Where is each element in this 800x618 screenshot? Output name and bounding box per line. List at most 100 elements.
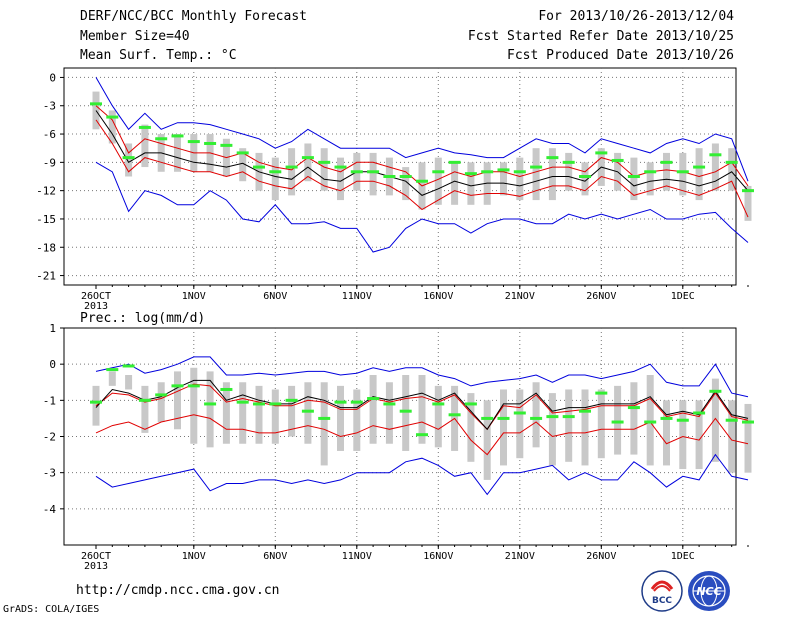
panel2-variable-label: Prec.: log(mm/d) <box>80 311 205 326</box>
panel2-ytick-label: -2 <box>43 431 56 444</box>
panel1-median-marker <box>367 170 380 174</box>
panel2-spread-box <box>108 371 116 386</box>
panel2-mean-line <box>95 379 749 431</box>
panel2-spread-box <box>532 382 540 448</box>
panel1-median-marker <box>383 175 396 178</box>
panel1-spread-box <box>581 162 589 196</box>
panel1-median-marker <box>676 170 689 174</box>
panel1-median-marker <box>693 165 706 169</box>
panel1-spread-box <box>288 148 296 196</box>
panel2-median-marker <box>253 402 265 406</box>
panel2-lower-line <box>95 414 749 456</box>
panel1-xtick-label: 26NOV <box>586 291 616 302</box>
panel1-spread-box <box>320 148 328 191</box>
panel2-median-marker <box>138 398 151 402</box>
panel2-spread-box <box>125 375 133 390</box>
panel1-spread-box <box>500 162 507 196</box>
panel1-year-label: 2013 <box>84 301 108 312</box>
panel1-median-marker <box>90 102 102 106</box>
panel2-spread-box <box>190 367 198 444</box>
panel1-median-marker <box>399 175 412 178</box>
panel2-upper-line <box>95 383 749 431</box>
panel1-ytick-label: -12 <box>36 185 56 198</box>
panel1-spread-box <box>711 143 719 191</box>
panel1-min-line <box>95 161 749 253</box>
panel1-spread-box <box>369 152 377 196</box>
panel1-spread-box <box>271 157 279 201</box>
panel2-median-marker <box>579 409 591 413</box>
panel2-spread-box <box>222 382 230 444</box>
panel1-median-marker <box>579 175 591 178</box>
forecast-period: For 2013/10/26-2013/12/04 <box>538 9 734 24</box>
panel2-median-marker <box>464 402 477 406</box>
panel1-median-marker <box>334 165 347 169</box>
panel2-spread-box <box>271 389 279 444</box>
panel2-median-marker <box>90 400 102 404</box>
source-url[interactable]: http://cmdp.ncc.cma.gov.cn <box>76 583 280 598</box>
panel2-spread-box <box>663 400 670 466</box>
panel2-median-marker <box>693 411 706 415</box>
panel1-spread-box <box>695 148 703 201</box>
panel2-median-marker <box>383 402 396 406</box>
panel2-spread-box <box>418 375 426 444</box>
panel2-xtick-label: 6NOV <box>263 551 287 562</box>
panel2-xtick-label: 1NOV <box>182 551 206 562</box>
refer-date: Fcst Started Refer Date 2013/10/25 <box>467 29 734 44</box>
panel1-median-marker <box>660 160 673 164</box>
panel1-xtick-label: 11NOV <box>342 291 372 302</box>
panel1-spread-box <box>402 167 410 201</box>
panel1-median-marker <box>171 134 184 138</box>
panel2-spread-box <box>304 382 312 444</box>
panel1-spread-box <box>141 124 149 168</box>
produced-date: Fcst Produced Date 2013/10/26 <box>507 48 734 63</box>
panel1-median-marker <box>220 143 233 147</box>
panel1-spread-box <box>728 148 736 191</box>
panel1-median-marker <box>187 140 200 144</box>
panel2-median-marker <box>269 402 282 406</box>
panel1-median-marker <box>497 168 510 172</box>
panel2-median-marker <box>106 368 119 372</box>
panel1-ytick-label: -21 <box>36 270 56 283</box>
panel2-median-marker <box>367 397 380 401</box>
panel2-spread-box <box>548 393 556 466</box>
panel1-xtick-label: 1DEC <box>671 291 695 302</box>
panel1-spread-box <box>92 91 100 130</box>
panel1-spread-box <box>565 152 573 191</box>
panel2-spread-box <box>597 389 605 459</box>
panel1-median-marker <box>350 170 363 174</box>
panel2-spread-box <box>434 385 442 448</box>
panel1-median-marker <box>448 160 461 164</box>
panel2-spread-box <box>157 382 165 423</box>
panel2-spread-box <box>483 400 491 480</box>
panel2-ytick-label: -4 <box>43 503 57 516</box>
panel1-spread-box <box>646 162 654 196</box>
panel2-xtick-label: 26OCT <box>81 551 111 562</box>
member-size: Member Size=40 <box>80 29 190 44</box>
panel2-median-marker <box>644 420 657 424</box>
panel2-year-label: 2013 <box>84 561 108 572</box>
panel2-spread-box <box>630 382 638 455</box>
panel1-median-marker <box>709 153 722 157</box>
svg-text:BCC: BCC <box>652 596 672 606</box>
panel2-min-line <box>95 453 749 496</box>
panel2-spread-box <box>695 400 703 470</box>
panel1-spread-box <box>239 148 247 182</box>
panel2-xtick-label: 26NOV <box>586 551 616 562</box>
panel1-ytick-label: -3 <box>43 100 56 113</box>
panel1-xtick-label: 16NOV <box>423 291 453 302</box>
panel2-median-marker <box>611 420 624 424</box>
panel2-spread-box <box>239 382 247 444</box>
panel2-median-marker <box>676 418 689 422</box>
panel1-median-marker <box>138 125 151 129</box>
panel1-spread-box <box>174 134 181 172</box>
panel2-xtick-label: 16NOV <box>423 551 453 562</box>
panel1-median-marker <box>269 170 282 174</box>
panel2-median-marker <box>481 416 494 420</box>
panel1-spread-box <box>451 162 459 205</box>
panel2-xtick-label: 1DEC <box>671 551 695 562</box>
panel1-xtick-label: 6NOV <box>263 291 287 302</box>
panel1-median-marker <box>611 158 624 162</box>
panel2-ytick-label: -3 <box>43 467 56 480</box>
panel1-max-line <box>95 77 749 182</box>
